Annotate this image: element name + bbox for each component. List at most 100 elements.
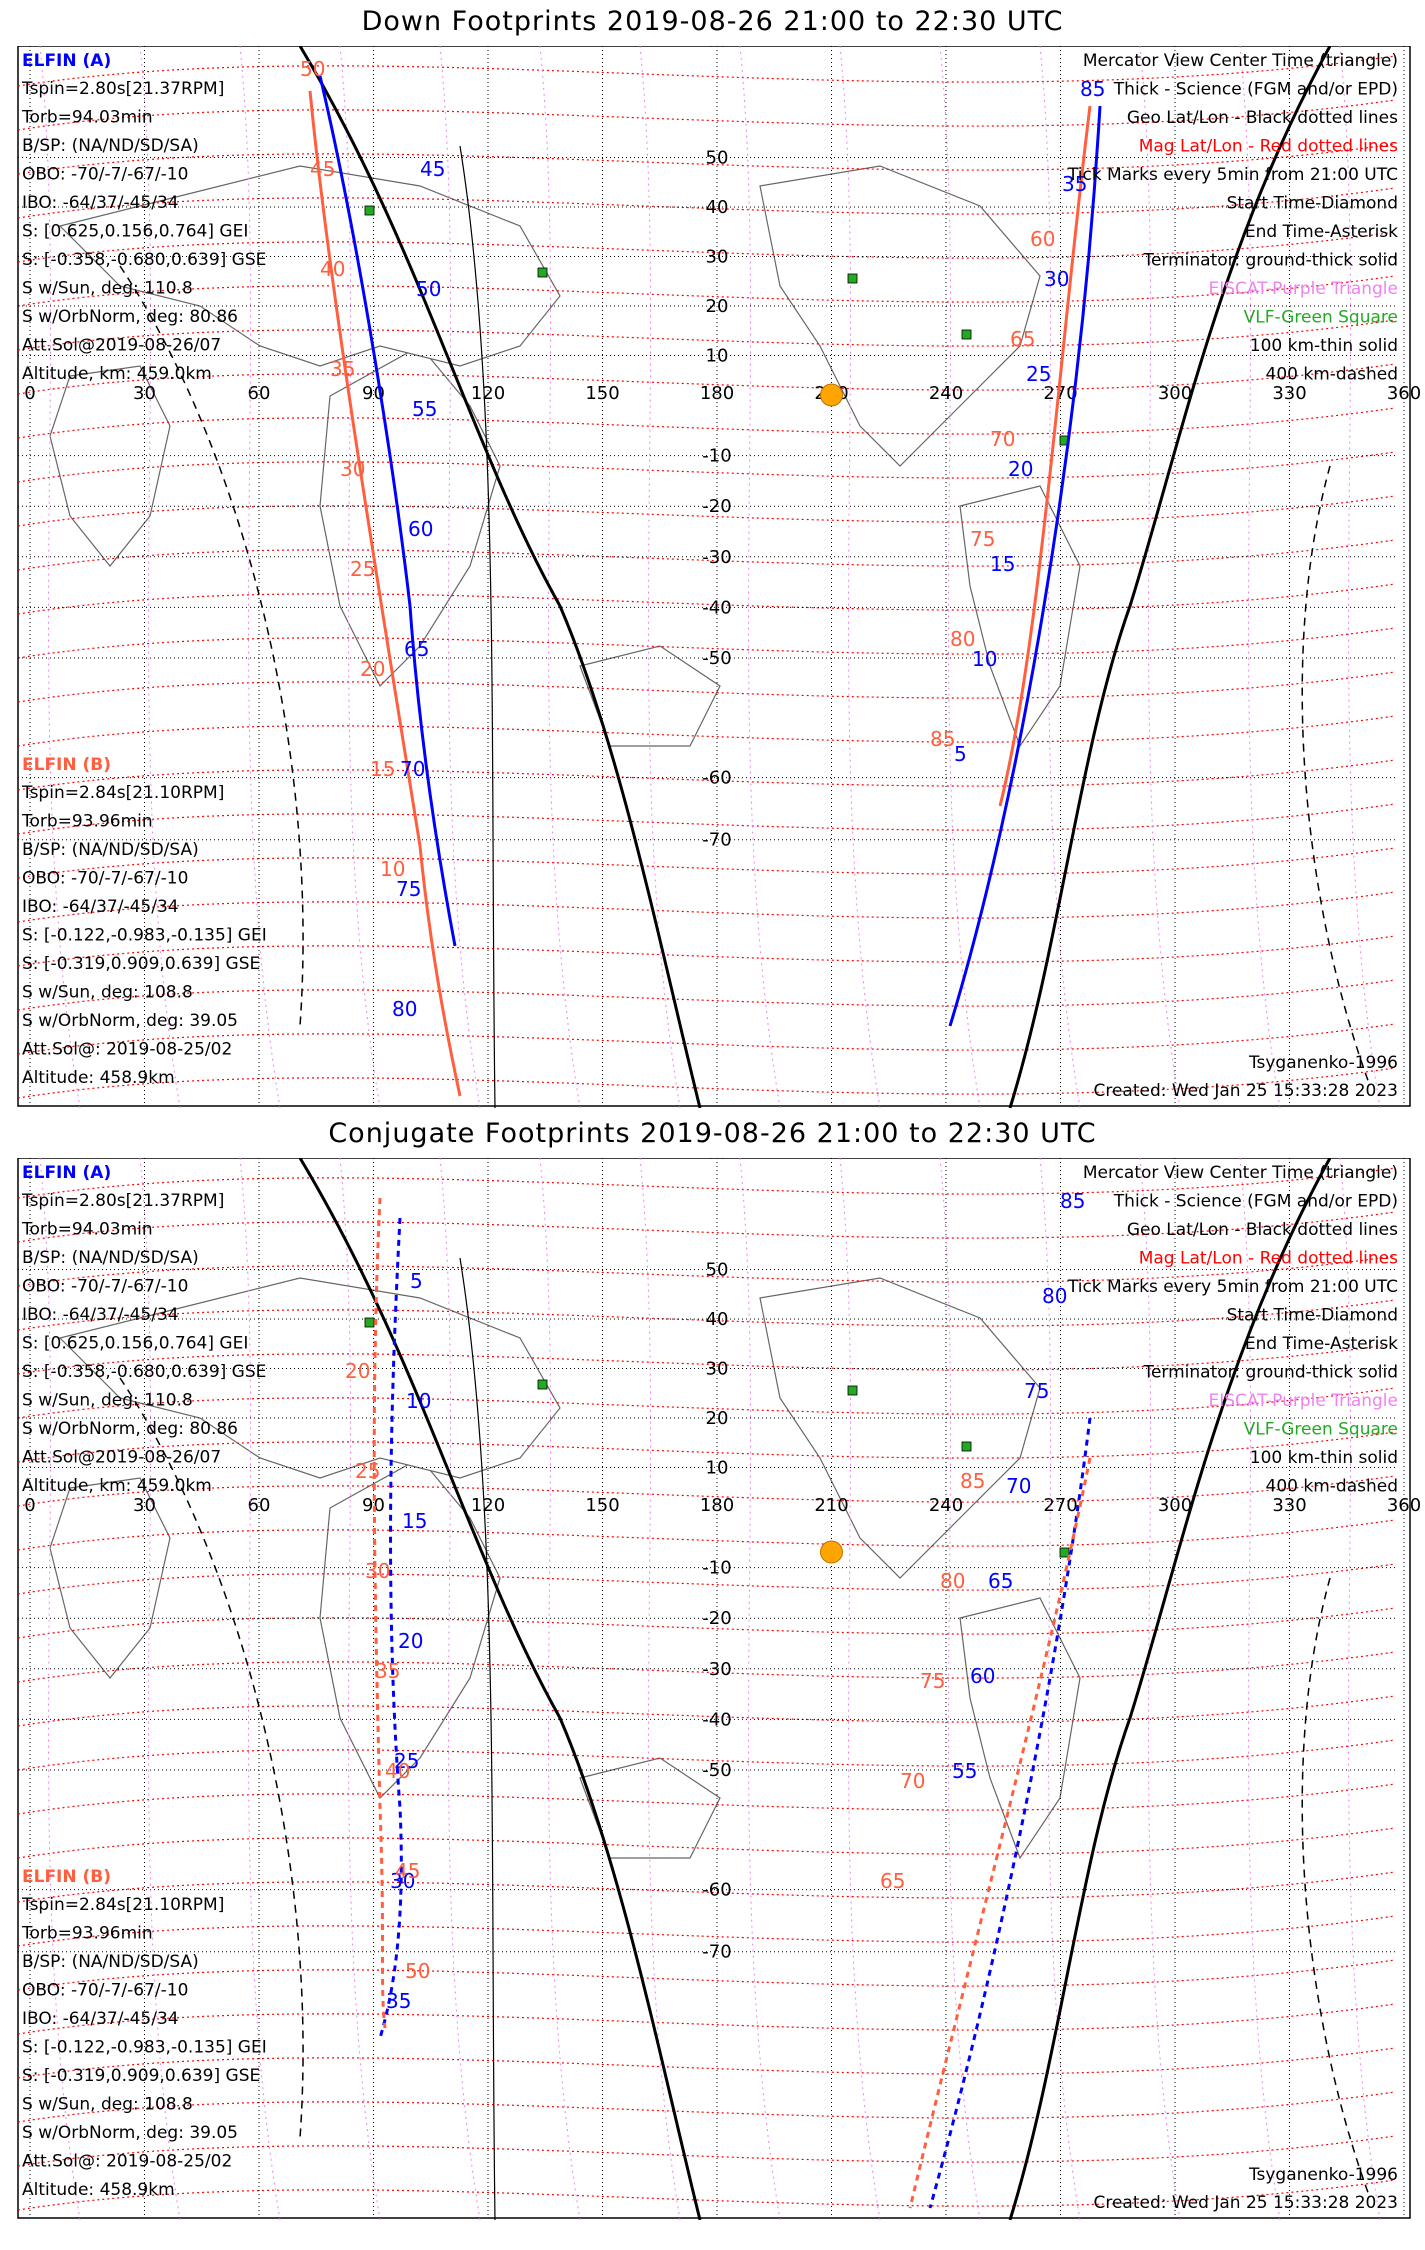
mag-lon-line [539,1158,581,2220]
elfin-b-tick-label: 25 [355,1459,380,1483]
legend-entry: 400 km-dashed [1266,365,1398,385]
elfin-b-tick-label: 35 [330,357,355,381]
mag-lat-line [17,143,1396,175]
terminator-400km-line [1301,1577,1371,2199]
mag-lat-line [17,583,1396,615]
elfin-a-tick-label: 55 [952,1759,977,1783]
mag-lat-line [17,847,1396,879]
elfin-b-info-line: Att.Sol@: 2019-08-25/02 [22,2152,232,2172]
elfin-a-tick-label: 30 [390,1869,415,1893]
lon-label: 240 [929,1495,963,1516]
mag-lon-line [1339,46,1381,1108]
legend-entry: Start Time-Diamond [1227,194,1398,214]
terminator-400km-line [119,265,304,1027]
mag-lon-line [239,1158,281,2220]
vlf-station-marker [1059,1547,1070,1558]
elfin-a-info-line: Torb=94.03min [21,108,153,128]
mag-lon-line [39,46,81,1108]
mag-lon-line [839,1158,881,2220]
mag-lon-line [839,46,881,1108]
legend-entry: Mercator View Center Time (triangle) [1083,51,1398,71]
lon-label: 210 [814,1495,848,1516]
terminator-line [1008,46,1332,1108]
elfin-b-info-line: S: [-0.319,0.909,0.639] GSE [22,2066,260,2086]
mag-lon-line [539,46,581,1108]
legend-entry: Mercator View Center Time (triangle) [1083,1163,1398,1183]
terminator-400km-line [119,1377,304,2139]
elfin-a-tick-label: 60 [408,517,433,541]
elfin-b-tick-label: 65 [880,1869,905,1893]
legend-entry: End Time-Asterisk [1245,1334,1398,1354]
elfin-a-tick-label: 80 [1042,1284,1067,1308]
lat-label: 60 [706,1158,729,1164]
elfin-b-info-line: OBO: -70/-7/-67/-10 [22,1981,188,2001]
model-label: Tsyganenko-1996 [1248,1053,1398,1073]
mag-lat-line [17,1739,1396,1771]
terminator-400km-line [1301,465,1371,1087]
elfin-b-info-line: S: [-0.319,0.909,0.639] GSE [22,954,260,974]
elfin-b-tick-label: 50 [405,1959,430,1983]
elfin-a-info-line: S w/OrbNorm, deg: 80.86 [22,1419,238,1439]
mag-lat-line [17,1607,1396,1639]
elfin-a-tick-label: 70 [400,757,425,781]
lat-label: -30 [702,1659,731,1680]
vlf-station-marker [847,1385,858,1396]
elfin-a-tick-label: 10 [406,1389,431,1413]
vlf-station-marker [364,205,375,216]
elfin-a-tick-label: 20 [398,1629,423,1653]
mag-lat-line [17,1067,1396,1099]
legend-entry: Tick Marks every 5min from 21:00 UTC [1067,1277,1398,1297]
elfin-a-tick-label: 15 [402,1509,427,1533]
elfin-b-tick-label: 20 [345,1359,370,1383]
lat-label: -40 [702,597,731,618]
mag-lat-line [17,2047,1396,2079]
legend-entry: Geo Lat/Lon - Black dotted lines [1127,1220,1398,1240]
legend-entry: Geo Lat/Lon - Black dotted lines [1127,108,1398,128]
lat-label: -60 [702,768,731,789]
panel-title-conjugate: Conjugate Footprints 2019-08-26 21:00 to… [328,1118,1097,1149]
elfin-a-tick-label: 80 [392,997,417,1021]
mag-lat-line [17,1519,1396,1551]
elfin-b-tick-label: 25 [350,557,375,581]
mag-lat-line [17,231,1396,263]
legend-entry: Thick - Science (FGM and/or EPD) [1113,80,1398,100]
mag-lon-line [239,46,281,1108]
lon-label: 60 [248,1495,271,1516]
landmass-outline [759,1277,1041,1579]
elfin-b-tick-label: 30 [340,457,365,481]
legend-entry: Terminator: ground-thick solid [1142,251,1398,271]
elfin-b-tick-label: 75 [920,1669,945,1693]
elfin-a-track [318,75,457,947]
mag-lat-line [17,715,1396,747]
lat-label: 50 [706,1260,729,1281]
mag-lat-line [17,1343,1396,1375]
lon-label: 30 [133,1495,156,1516]
elfin-a-info-line: B/SP: (NA/ND/SD/SA) [22,1248,199,1268]
mag-lon-line [1139,1158,1181,2220]
down-footprints-map: 0306090120150180210240270300330360706050… [17,46,1421,1108]
elfin-b-info-line: S: [-0.122,-0.983,-0.135] GEI [22,926,267,946]
lon-label: 240 [929,383,963,404]
elfin-a-info-line: S w/Sun, deg: 110.8 [22,279,193,299]
elfin-a-tick-label: 85 [1080,77,1105,101]
mag-lat-line [17,1959,1396,1991]
elfin-a-tick-label: 50 [416,277,441,301]
elfin-a-info-line: Att.Sol@2019-08-26/07 [22,1448,221,1468]
elfin-b-tick-label: 15 [370,757,395,781]
mag-lat-line [17,1563,1396,1595]
lon-label: 30 [133,383,156,404]
mag-lon-line [1139,46,1181,1108]
lat-label: 60 [706,46,729,52]
lat-label: 10 [706,346,729,367]
lat-label: 30 [706,247,729,268]
vlf-station-marker [537,267,548,278]
elfin-b-info-line: S w/Sun, deg: 108.8 [22,983,193,1003]
legend-entry: Tick Marks every 5min from 21:00 UTC [1067,165,1398,185]
lon-label: 60 [248,383,271,404]
elfin-b-tick-label: 30 [365,1559,390,1583]
elfin-a-info-line: S: [-0.358,-0.680,0.639] GSE [22,1362,266,1382]
elfin-b-info-line: S w/OrbNorm, deg: 39.05 [22,2123,238,2143]
created-timestamp: Created: Wed Jan 25 15:33:28 2023 [1093,2193,1398,2213]
elfin-b-tick-label: 70 [900,1769,925,1793]
landmass-outline [49,365,171,567]
